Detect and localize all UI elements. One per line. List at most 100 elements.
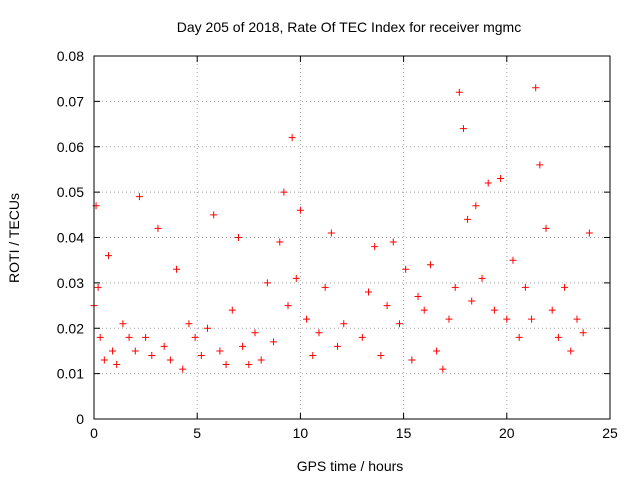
y-tick-label: 0.01 [57, 366, 84, 382]
data-point [303, 315, 311, 323]
data-point [585, 229, 593, 237]
data-point [185, 320, 193, 328]
data-point [521, 283, 529, 291]
data-point [579, 329, 587, 337]
data-point [204, 324, 212, 332]
data-point [210, 211, 218, 219]
data-point [113, 361, 121, 369]
data-point [439, 365, 447, 373]
y-tick-label: 0.06 [57, 139, 84, 155]
data-point [468, 297, 476, 305]
data-point [119, 320, 127, 328]
y-tick-label: 0.08 [57, 48, 84, 64]
data-point [445, 315, 453, 323]
data-point [567, 347, 575, 355]
data-point [292, 274, 300, 282]
data-point [142, 333, 150, 341]
x-tick-label: 15 [396, 425, 412, 441]
y-tick-label: 0.03 [57, 275, 84, 291]
x-tick-label: 20 [499, 425, 515, 441]
data-point [426, 261, 434, 269]
data-point [160, 342, 168, 350]
data-point [173, 265, 181, 273]
data-point [131, 347, 139, 355]
data-point [125, 333, 133, 341]
y-tick-label: 0.02 [57, 320, 84, 336]
data-point [239, 342, 247, 350]
data-point [459, 125, 467, 133]
data-point [455, 88, 463, 96]
data-point [536, 161, 544, 169]
x-tick-label: 25 [602, 425, 618, 441]
data-point [484, 179, 492, 187]
data-point [414, 292, 422, 300]
data-point [251, 329, 259, 337]
y-tick-label: 0.04 [57, 230, 84, 246]
data-point [340, 320, 348, 328]
data-point [433, 347, 441, 355]
data-point [222, 361, 230, 369]
data-point [148, 351, 156, 359]
data-point [270, 338, 278, 346]
x-tick-label: 10 [293, 425, 309, 441]
y-axis-label: ROTI / TECUs [6, 193, 22, 283]
data-point [554, 333, 562, 341]
x-tick-label: 0 [90, 425, 98, 441]
data-point [389, 238, 397, 246]
data-point [179, 365, 187, 373]
data-point [197, 351, 205, 359]
data-point [96, 333, 104, 341]
grid-lines [94, 56, 610, 419]
data-point [263, 279, 271, 287]
axis-ticks: 0 5 10 15 20 25 0 0.01 0.02 0.03 0.04 0.05 0.06 0.07 0… [57, 48, 618, 441]
data-point [532, 84, 540, 92]
data-point [135, 193, 143, 201]
data-point [154, 224, 162, 232]
data-point [464, 215, 472, 223]
data-point [509, 256, 517, 264]
data-point [191, 333, 199, 341]
data-point [395, 320, 403, 328]
data-point [573, 315, 581, 323]
data-point [245, 361, 253, 369]
data-point [383, 302, 391, 310]
data-point [515, 333, 523, 341]
data-point [276, 238, 284, 246]
data-point [228, 306, 236, 314]
data-point [234, 234, 242, 241]
data-point [490, 306, 498, 314]
data-point [315, 329, 323, 337]
data-point [334, 342, 342, 350]
data-point [257, 356, 265, 364]
data-point [358, 333, 366, 341]
data-point [288, 134, 296, 142]
data-point [528, 315, 536, 323]
data-point [472, 202, 480, 210]
data-point [420, 306, 428, 314]
data-point [166, 356, 174, 364]
data-point [309, 351, 317, 359]
plot-frame [93, 55, 611, 420]
data-point [104, 252, 112, 260]
data-point [321, 283, 329, 291]
x-axis-label: GPS time / hours [297, 458, 404, 474]
data-point [109, 347, 117, 355]
data-point [296, 206, 304, 214]
data-point [284, 302, 292, 310]
y-tick-label: 0.05 [57, 184, 84, 200]
data-point [408, 356, 416, 364]
data-points [90, 84, 593, 373]
data-point [548, 306, 556, 314]
x-tick-label: 5 [193, 425, 201, 441]
data-point [327, 229, 335, 237]
y-tick-label: 0.07 [57, 93, 84, 109]
y-tick-label: 0 [76, 411, 84, 427]
data-point [503, 315, 511, 323]
data-point [478, 274, 486, 282]
data-point [100, 356, 108, 364]
chart-title: Day 205 of 2018, Rate Of TEC Index for r… [177, 19, 521, 35]
data-point [94, 283, 102, 291]
data-point [216, 347, 224, 355]
data-point [377, 351, 385, 359]
